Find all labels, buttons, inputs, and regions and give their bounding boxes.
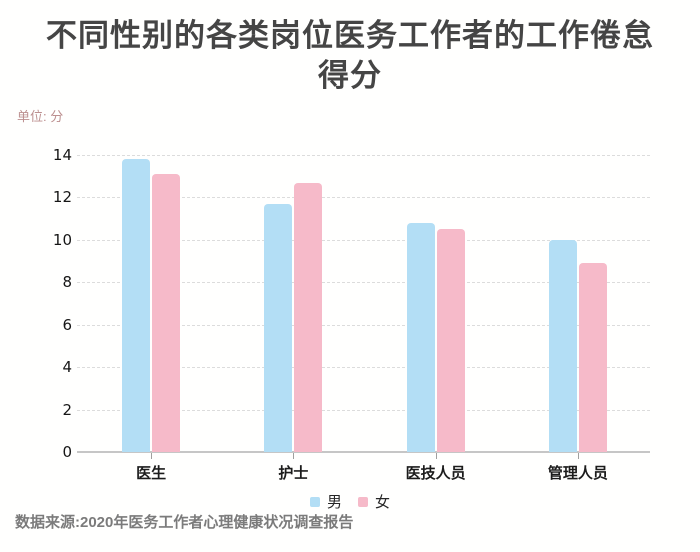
y-axis-tick-label: 2 [62, 400, 72, 419]
gridline-y14 [77, 155, 650, 156]
x-axis-tick [577, 453, 579, 459]
source-note: 数据来源:2020年医务工作者心理健康状况调查报告 [15, 514, 354, 531]
legend-item-男: 男 [309, 491, 342, 512]
chart-title: 不同性别的各类岗位医务工作者的工作倦怠 得分 [0, 16, 700, 96]
y-axis-tick-label: 8 [62, 273, 72, 292]
x-axis-category-label: 管理人员 [547, 465, 608, 482]
bar-男-医技人员 [406, 222, 435, 452]
gridline-y4 [77, 367, 650, 369]
bar-女-医技人员 [436, 229, 465, 452]
x-axis-category-label: 护士 [278, 465, 309, 482]
bar-男-医生 [122, 159, 151, 452]
y-axis-tick-label: 10 [52, 230, 72, 249]
bar-女-护士 [294, 182, 323, 452]
x-axis-line [77, 451, 650, 453]
gridline-y6 [77, 324, 650, 326]
chart-title-line2: 得分 [318, 58, 382, 93]
x-axis-tick [435, 453, 437, 459]
y-axis-tick-label: 12 [52, 188, 72, 207]
y-axis-tick-label: 0 [62, 443, 72, 461]
legend-item-女: 女 [358, 491, 390, 512]
legend-label: 男 [326, 494, 342, 511]
gridline-y2 [77, 409, 650, 411]
gridline-y10 [77, 239, 650, 241]
chart-title-line1: 不同性别的各类岗位医务工作者的工作倦怠 [46, 18, 654, 53]
gridline-y12 [77, 197, 650, 199]
gridline-y8 [77, 282, 650, 284]
x-axis-tick [293, 453, 295, 459]
y-axis-tick-label: 6 [62, 315, 72, 334]
unit-label: 单位: 分 [17, 109, 64, 124]
bar-女-管理人员 [578, 263, 607, 452]
legend-swatch-icon [309, 496, 320, 507]
y-axis-tick-label: 4 [62, 358, 72, 377]
x-axis-category-label: 医生 [136, 465, 167, 482]
legend-swatch-icon [358, 496, 368, 507]
legend: 男女 [0, 491, 700, 512]
x-axis-category-label: 医技人员 [405, 465, 466, 482]
bar-女-医生 [152, 174, 181, 452]
bar-男-护士 [264, 203, 293, 452]
bar-男-管理人员 [548, 239, 577, 452]
legend-label: 女 [375, 494, 391, 511]
y-axis-tick-label: 14 [52, 146, 72, 164]
x-axis-tick [151, 453, 153, 459]
